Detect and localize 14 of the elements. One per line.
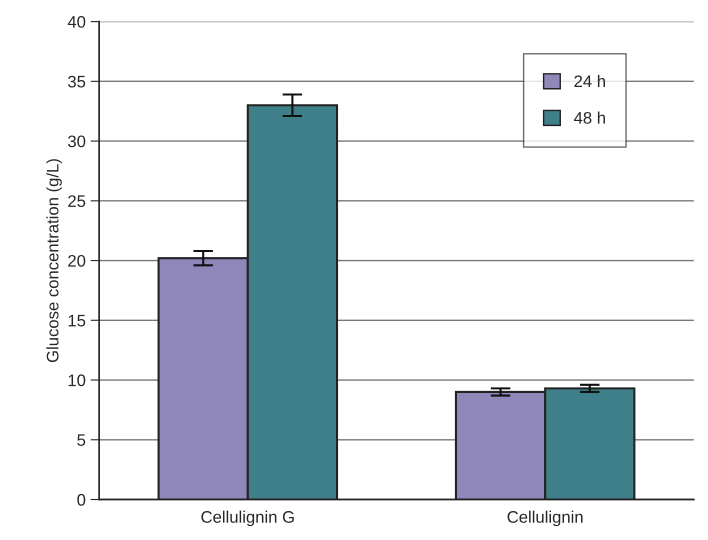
legend-label: 24 h (574, 74, 605, 87)
y-tick-label: 0 (77, 494, 86, 506)
y-axis-title: Glucose concentration (g/L) (46, 159, 62, 362)
x-tick-label: Cellulignin (508, 510, 583, 526)
y-tick-label: 15 (68, 314, 86, 326)
y-tick-label: 30 (68, 135, 86, 148)
y-tick-label: 20 (68, 254, 86, 267)
legend-label: 48 h (574, 112, 605, 124)
y-tick-label: 5 (77, 434, 86, 446)
y-tick-label: 25 (68, 195, 86, 208)
x-tick-label: Cellulignin G (201, 510, 294, 526)
y-tick-label: 35 (68, 76, 86, 88)
y-tick-label: 10 (68, 374, 86, 386)
y-tick-label: 40 (68, 16, 86, 28)
